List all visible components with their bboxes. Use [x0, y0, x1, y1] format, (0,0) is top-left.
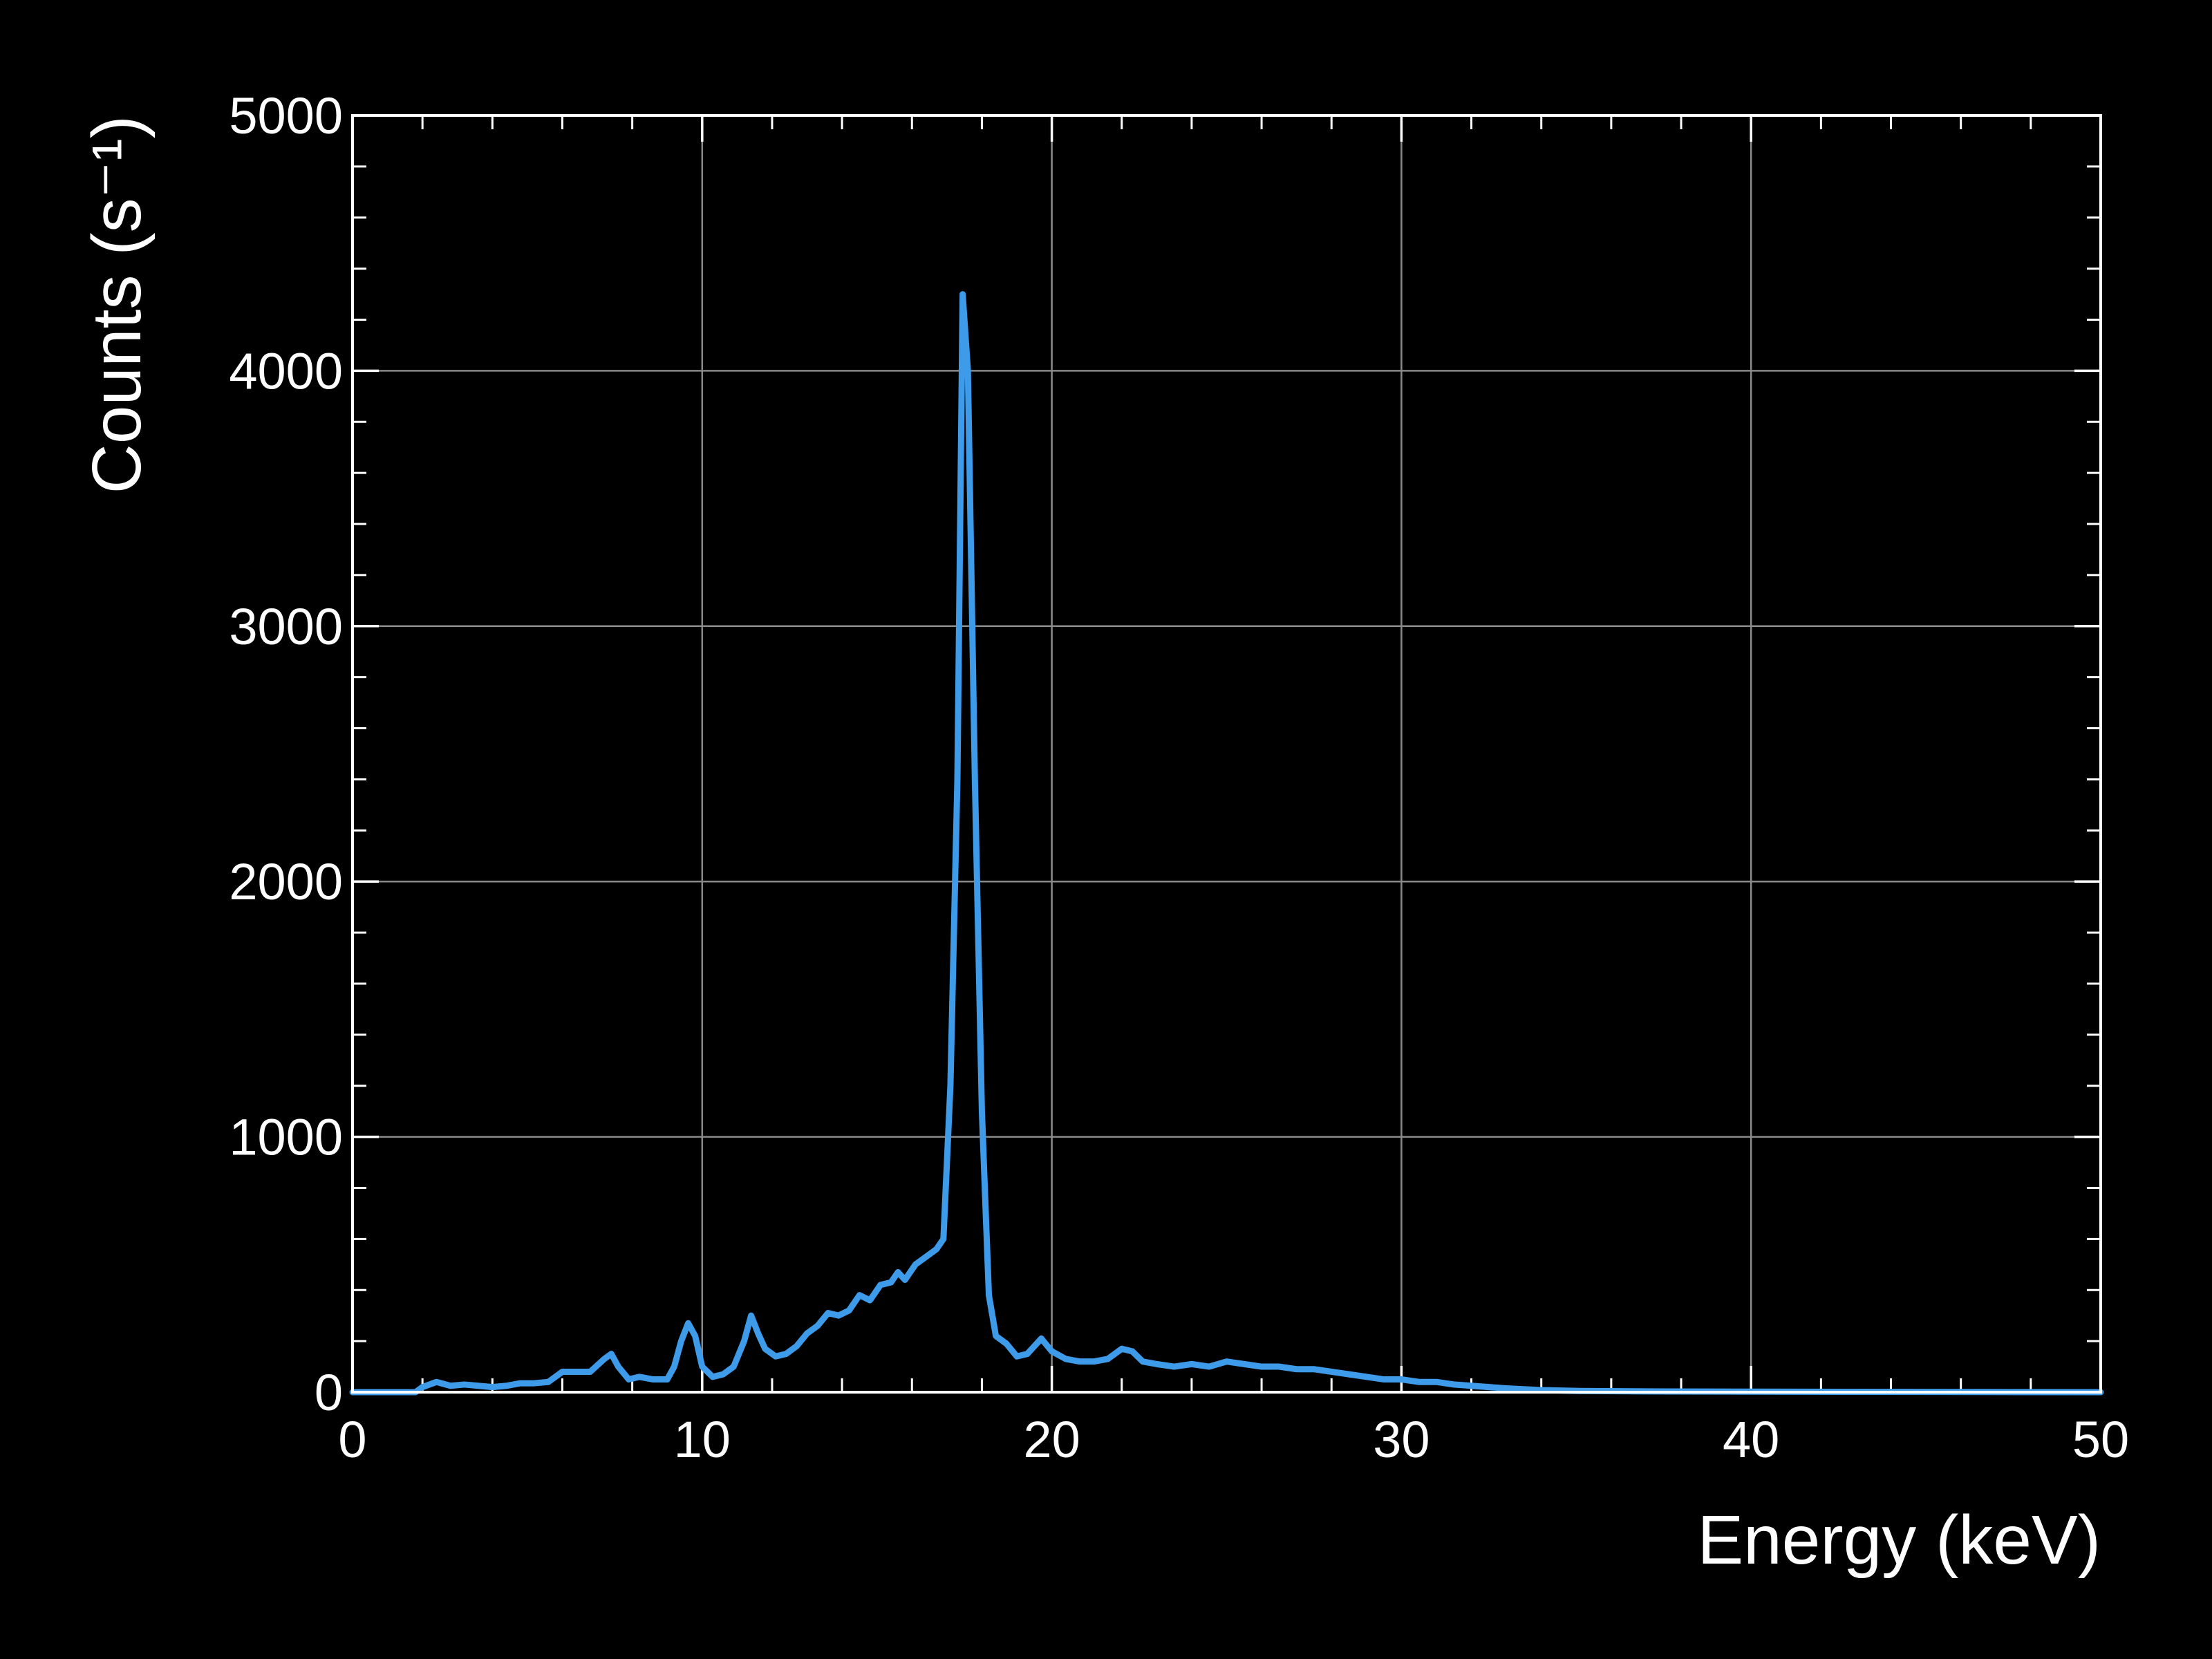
x-tick-label: 30	[1373, 1411, 1430, 1468]
y-tick-label: 2000	[229, 853, 343, 910]
x-tick-label: 50	[2072, 1411, 2129, 1468]
y-axis-label: Counts (s⁻¹)	[78, 115, 156, 494]
x-tick-label: 20	[1023, 1411, 1080, 1468]
y-tick-label: 1000	[229, 1109, 343, 1166]
x-tick-label: 0	[338, 1411, 366, 1468]
line	[349, 291, 2104, 1396]
x-axis-label: Energy (keV)	[1697, 1501, 2101, 1579]
y-tick-label: 4000	[229, 342, 343, 400]
x-tick-label: 10	[674, 1411, 731, 1468]
plot-frame	[351, 114, 2102, 1394]
y-tick-label: 3000	[229, 598, 343, 655]
y-tick-label: 5000	[229, 87, 343, 144]
y-tick-label: 0	[315, 1364, 343, 1421]
x-tick-label: 40	[1723, 1411, 1779, 1468]
